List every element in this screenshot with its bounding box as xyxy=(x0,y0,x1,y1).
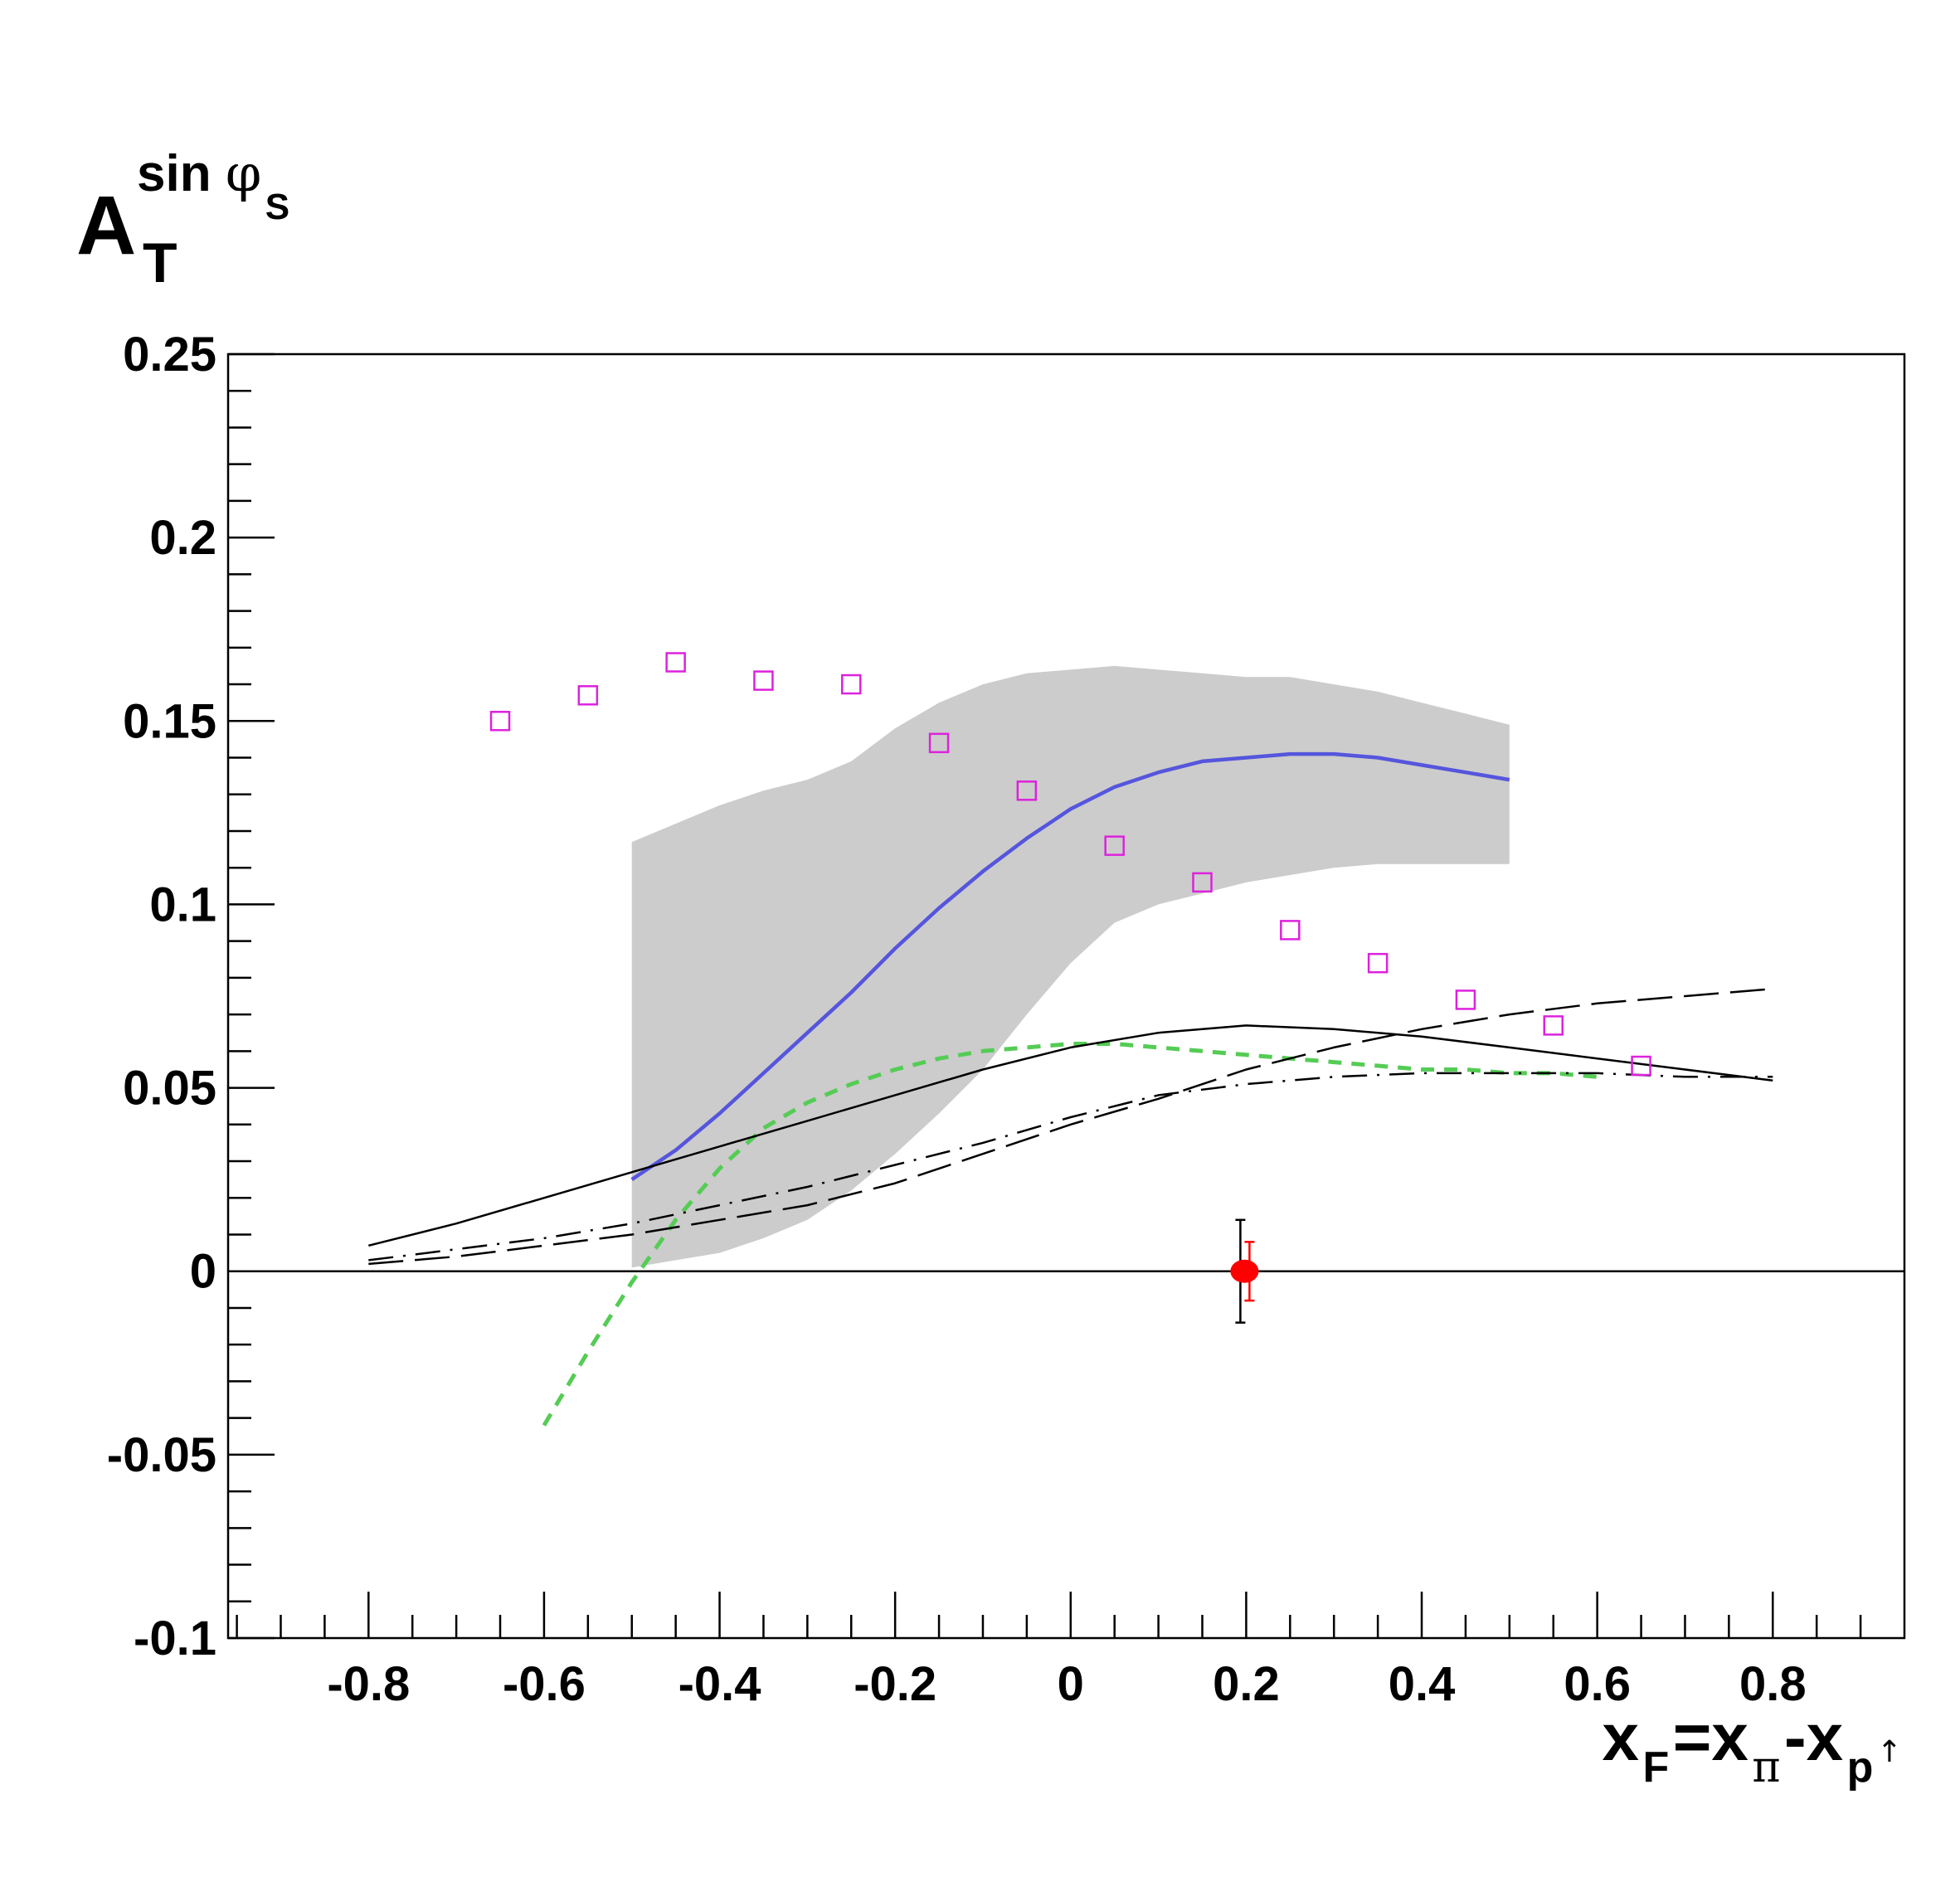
series-layer xyxy=(367,751,1773,1427)
x-tick-label: 0 xyxy=(1058,1657,1084,1711)
y-axis-title-sub: T xyxy=(143,231,178,294)
marker-point-4 xyxy=(753,670,774,691)
x-axis-title: x F =x π -x p ↑ xyxy=(1603,1700,1902,1792)
marker-point-6 xyxy=(928,732,950,754)
y-tick-label: 0.05 xyxy=(123,1062,216,1116)
x-tick-label: 0.8 xyxy=(1739,1657,1807,1711)
y-tick-label: 0.2 xyxy=(149,511,216,565)
x-axis-title-eq: =x xyxy=(1673,1700,1748,1774)
x-axis-title-x: x xyxy=(1603,1700,1640,1774)
marker-point-11 xyxy=(1367,952,1389,974)
marker-point-14 xyxy=(1631,1055,1651,1077)
y-axis-title: A T sin φ S xyxy=(76,143,289,294)
axes-layer: -0.8 -0.6 -0.4 -0.2 0 0.2 0.4 0.6 0.8 -0.1 -0.05 0 0… xyxy=(107,328,1906,1711)
marker-point-5 xyxy=(841,673,862,695)
x-axis-title-sub-p: p xyxy=(1847,1743,1874,1792)
y-tick-label: -0.1 xyxy=(134,1612,216,1665)
uncertainty-band xyxy=(631,665,1510,1268)
plot-frame xyxy=(226,352,1906,1640)
x-axis-title-sub-f: F xyxy=(1642,1743,1669,1792)
marker-point-12 xyxy=(1455,989,1476,1010)
x-axis-title-sub-pi: π xyxy=(1752,1743,1780,1792)
x-axis-title-arrow: ↑ xyxy=(1877,1735,1902,1769)
x-tick-label: 0.6 xyxy=(1564,1657,1631,1711)
series-line-1 xyxy=(630,751,1510,1181)
x-tick-label: -0.4 xyxy=(678,1657,761,1711)
y-tick-label: 0 xyxy=(190,1245,216,1299)
y-axis-title-sup-sub: S xyxy=(265,187,289,227)
marker-point-9 xyxy=(1192,872,1213,893)
x-axis-title-minus: -x xyxy=(1784,1700,1843,1774)
series-line-2 xyxy=(542,1042,1598,1427)
x-tick-label: 0.4 xyxy=(1389,1657,1456,1711)
marker-point-8 xyxy=(1104,835,1125,856)
y-tick-label: -0.05 xyxy=(107,1428,216,1482)
x-tick-label: -0.2 xyxy=(854,1657,936,1711)
marker-point-10 xyxy=(1280,920,1301,941)
y-axis-title-phi: φ xyxy=(226,143,261,203)
uncertainty-band-layer xyxy=(631,665,1510,1268)
data-point-layer xyxy=(1230,1218,1259,1324)
x-tick-label: -0.8 xyxy=(327,1657,410,1711)
marker-point-13 xyxy=(1543,1015,1564,1036)
marker-point-1 xyxy=(489,711,511,732)
measured-data-point xyxy=(1230,1259,1259,1283)
y-tick-label: 0.1 xyxy=(149,878,216,931)
x-tick-label: 0.2 xyxy=(1213,1657,1280,1711)
marker-layer xyxy=(489,652,1651,1077)
y-tick-label: 0.25 xyxy=(123,328,216,382)
x-tick-label: -0.6 xyxy=(503,1657,586,1711)
marker-point-2 xyxy=(577,685,599,706)
marker-point-7 xyxy=(1016,780,1038,801)
series-line-3 xyxy=(367,1024,1773,1247)
y-axis-title-main: A xyxy=(76,179,136,272)
marker-point-3 xyxy=(665,652,686,673)
series-line-5 xyxy=(368,987,1773,1266)
y-tick-label: 0.15 xyxy=(123,694,216,748)
y-axis-title-sup: sin xyxy=(137,145,226,202)
series-line-4 xyxy=(368,1072,1773,1262)
